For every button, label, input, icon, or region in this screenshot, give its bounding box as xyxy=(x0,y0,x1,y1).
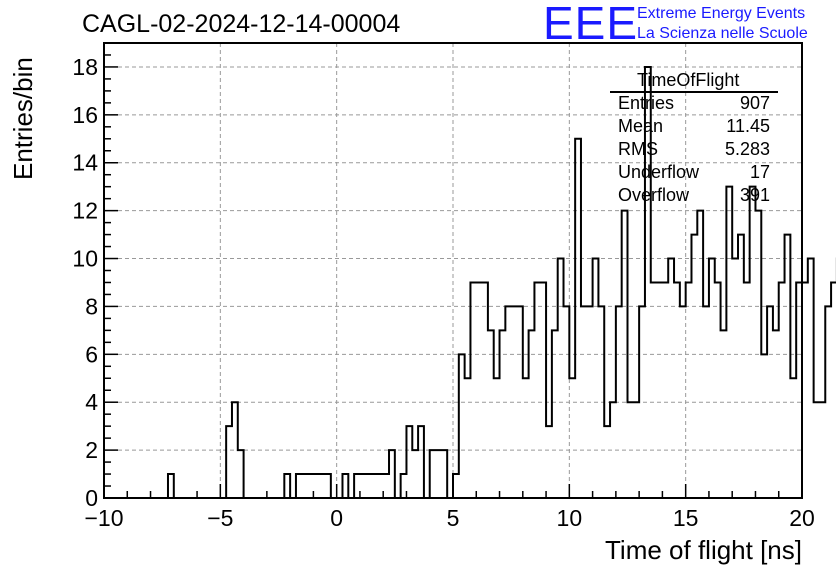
y-tick-label: 8 xyxy=(85,293,98,319)
histogram-bin xyxy=(319,474,325,498)
histogram-bin xyxy=(814,402,820,498)
histogram-bin xyxy=(366,474,372,498)
histogram-bin xyxy=(657,282,663,498)
stats-value: 907 xyxy=(739,93,770,113)
x-tick-label: 20 xyxy=(789,505,815,531)
stats-value: 391 xyxy=(739,185,770,205)
y-tick-label: 4 xyxy=(85,389,98,415)
histogram-bin xyxy=(465,378,471,498)
histogram-bin xyxy=(377,474,383,498)
x-axis-ticks: −10 −5 0 5 10 15 20 xyxy=(84,484,815,531)
histogram-bin xyxy=(732,259,738,498)
histogram-bin xyxy=(651,282,657,498)
stats-key: Mean xyxy=(618,116,664,136)
x-tick-label: 5 xyxy=(447,505,460,531)
histogram-bin xyxy=(360,474,366,498)
x-tick-label: 0 xyxy=(330,505,343,531)
y-tick-label: 16 xyxy=(72,102,98,128)
stats-key: Underflow xyxy=(618,162,700,182)
y-tick-label: 6 xyxy=(85,341,98,367)
stats-key: Overflow xyxy=(618,185,690,205)
histogram-bin xyxy=(313,474,319,498)
histogram-bin xyxy=(674,282,680,498)
x-tick-label: −5 xyxy=(207,505,233,531)
histogram-bin xyxy=(761,354,767,498)
histogram-bin xyxy=(494,378,500,498)
histogram-bin xyxy=(523,378,529,498)
stats-box-title: TimeOfFlight xyxy=(637,70,740,90)
histogram-bin xyxy=(302,474,308,498)
histogram-bin xyxy=(721,330,727,498)
y-tick-label: 14 xyxy=(72,150,98,176)
histogram-bin xyxy=(668,259,674,498)
eee-logo-mark: EEE xyxy=(543,0,639,49)
histogram-bin xyxy=(412,450,418,498)
stats-value: 5.283 xyxy=(724,139,770,159)
y-tick-label: 18 xyxy=(72,54,98,80)
histogram-step-line xyxy=(104,65,836,499)
histogram-bin xyxy=(773,330,779,498)
stats-value: 11.45 xyxy=(726,116,770,136)
y-tick-label: 2 xyxy=(85,437,98,463)
y-tick-label: 10 xyxy=(72,246,98,272)
logo-line-2: La Scienza nelle Scuole xyxy=(637,25,808,42)
stats-value: 17 xyxy=(749,162,770,182)
histogram-bin xyxy=(662,282,668,498)
x-axis-label: Time of flight [ns] xyxy=(605,535,802,565)
histogram-bin xyxy=(819,402,825,498)
histogram-bin xyxy=(546,426,552,498)
y-axis-label: Entries/bin xyxy=(8,57,38,180)
histogram-bin xyxy=(308,474,314,498)
stats-box-divider xyxy=(610,91,778,93)
logo-line-1: Extreme Energy Events xyxy=(637,5,806,22)
histogram-bin xyxy=(686,282,692,498)
x-tick-label: 15 xyxy=(673,505,699,531)
histogram-bin xyxy=(604,426,610,498)
histogram-bin xyxy=(383,474,389,498)
y-tick-label: 12 xyxy=(72,198,98,224)
histogram-bin xyxy=(569,378,575,498)
grid-lines xyxy=(104,43,802,498)
stats-key: RMS xyxy=(618,139,658,159)
histogram-bin xyxy=(372,474,378,498)
y-axis-ticks: 0 2 4 6 8 10 12 14 16 18 xyxy=(72,42,118,511)
histogram-bin xyxy=(476,282,482,498)
histogram-bin xyxy=(744,282,750,498)
histogram-bin xyxy=(831,282,836,498)
y-tick-label: 0 xyxy=(85,485,98,511)
histogram-bin xyxy=(436,450,442,498)
run-title: CAGL-02-2024-12-14-00004 xyxy=(82,10,401,38)
x-tick-label: 10 xyxy=(557,505,583,531)
histogram-bin xyxy=(790,378,796,498)
stats-key: Entries xyxy=(618,93,675,113)
x-tick-label: −10 xyxy=(84,505,123,531)
